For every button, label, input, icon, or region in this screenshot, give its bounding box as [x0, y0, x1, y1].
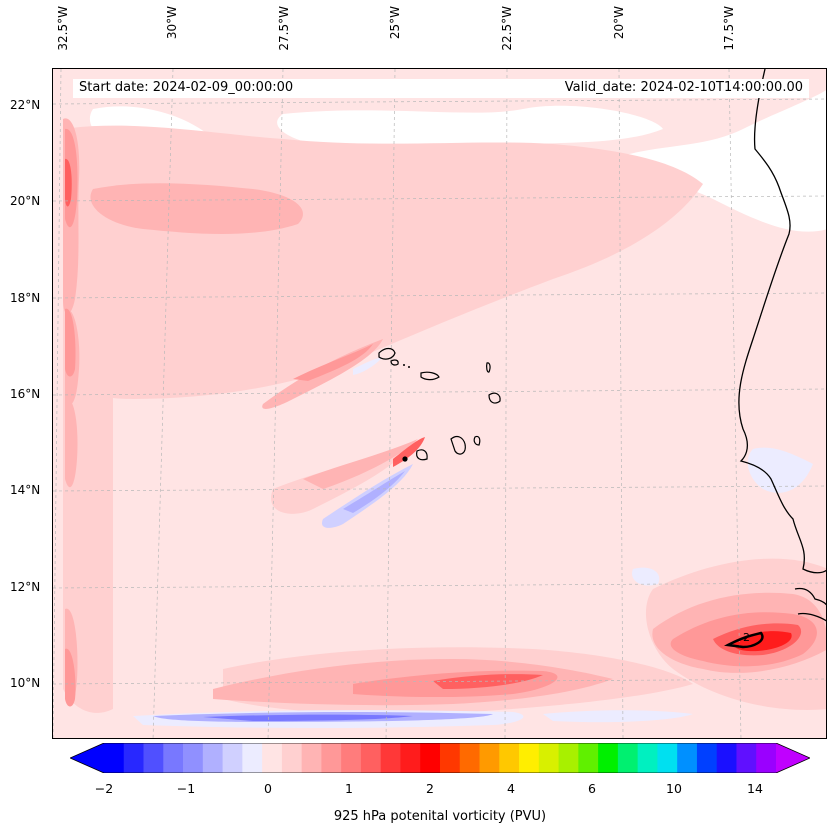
colorbar-bin: [736, 743, 757, 773]
colorbar-tick-label: −2: [94, 781, 114, 796]
colorbar-bin: [242, 743, 263, 773]
colorbar-bin: [163, 743, 184, 773]
colorbar-over-arrow: [776, 743, 810, 773]
colorbar-bin: [558, 743, 579, 773]
colorbar-bin: [598, 743, 619, 773]
colorbar-bin: [657, 743, 678, 773]
colorbar: [70, 743, 810, 773]
colorbar-bin: [716, 743, 737, 773]
lon-label-22-5w: 22.5°W: [500, 6, 514, 51]
colorbar-tick-label: 4: [507, 781, 515, 796]
colorbar-bin: [222, 743, 243, 773]
colorbar-bin: [183, 743, 204, 773]
colorbar-bin: [104, 743, 125, 773]
pv-2-contour: 2: [723, 631, 764, 649]
lon-label-17-5w: 17.5°W: [722, 6, 736, 51]
lat-label-12n: 12°N: [10, 580, 41, 594]
colorbar-tick-label: 14: [747, 781, 763, 796]
date-banner: Start date: 2024-02-09_00:00:00 Valid_da…: [73, 79, 809, 98]
contour-label: 2: [743, 631, 750, 644]
lat-label-22n: 22°N: [10, 98, 41, 112]
colorbar-bin: [143, 743, 164, 773]
lon-label-27-5w: 27.5°W: [277, 6, 291, 51]
graticule: [53, 69, 826, 738]
colorbar-bin: [519, 743, 540, 773]
colorbar-bin: [420, 743, 441, 773]
start-date-text: Start date: 2024-02-09_00:00:00: [79, 80, 294, 95]
colorbar-tick-label: 10: [666, 781, 682, 796]
lat-label-20n: 20°N: [10, 194, 41, 208]
pv-negative-band: [133, 357, 813, 728]
pv-field: 2: [53, 69, 826, 738]
colorbar-tick-label: −1: [176, 781, 196, 796]
colorbar-bin: [123, 743, 144, 773]
colorbar-bin: [578, 743, 599, 773]
colorbar-bin: [321, 743, 342, 773]
colorbar-bin: [637, 743, 658, 773]
colorbar-bin: [617, 743, 639, 773]
colorbar-tick-label: 2: [426, 781, 434, 796]
colorbar-bin: [538, 743, 559, 773]
colorbar-bin: [262, 743, 283, 773]
lon-label-25w: 25°W: [388, 6, 402, 40]
lat-label-14n: 14°N: [10, 483, 41, 497]
colorbar-bin: [341, 743, 362, 773]
colorbar-tick-label: 0: [264, 781, 272, 796]
colorbar-under-arrow: [70, 743, 104, 773]
colorbar-bin: [440, 743, 461, 773]
valid-date-text: Valid_date: 2024-02-10T14:00:00.00: [564, 80, 803, 95]
colorbar-tick-label: 6: [588, 781, 596, 796]
colorbar-bin: [380, 743, 401, 773]
colorbar-tick-label: 1: [345, 781, 353, 796]
map-panel: 2 Start date: 2024-02-09_00:00:00 Valid_…: [52, 68, 827, 739]
coastline-africa: [738, 69, 826, 622]
colorbar-bin: [459, 743, 480, 773]
colorbar-bin: [756, 743, 777, 773]
colorbar-bin: [400, 743, 421, 773]
colorbar-bin: [301, 743, 322, 773]
lon-label-32-5w: 32.5°W: [56, 6, 70, 51]
cape-verde-islands: [378, 347, 501, 462]
colorbar-bin: [479, 743, 500, 773]
lat-label-18n: 18°N: [10, 291, 41, 305]
lat-label-10n: 10°N: [10, 676, 41, 690]
colorbar-bin: [202, 743, 223, 773]
colorbar-bin: [677, 743, 698, 773]
colorbar-bin: [281, 743, 303, 773]
island-dots: [403, 364, 410, 368]
colorbar-bin: [499, 743, 520, 773]
lat-label-16n: 16°N: [10, 387, 41, 401]
colorbar-bin: [696, 743, 718, 773]
colorbar-label: 925 hPa potenital vorticity (PVU): [333, 809, 547, 824]
colorbar-bin: [360, 743, 382, 773]
lon-label-20w: 20°W: [612, 6, 626, 40]
lon-label-30w: 30°W: [165, 6, 179, 40]
